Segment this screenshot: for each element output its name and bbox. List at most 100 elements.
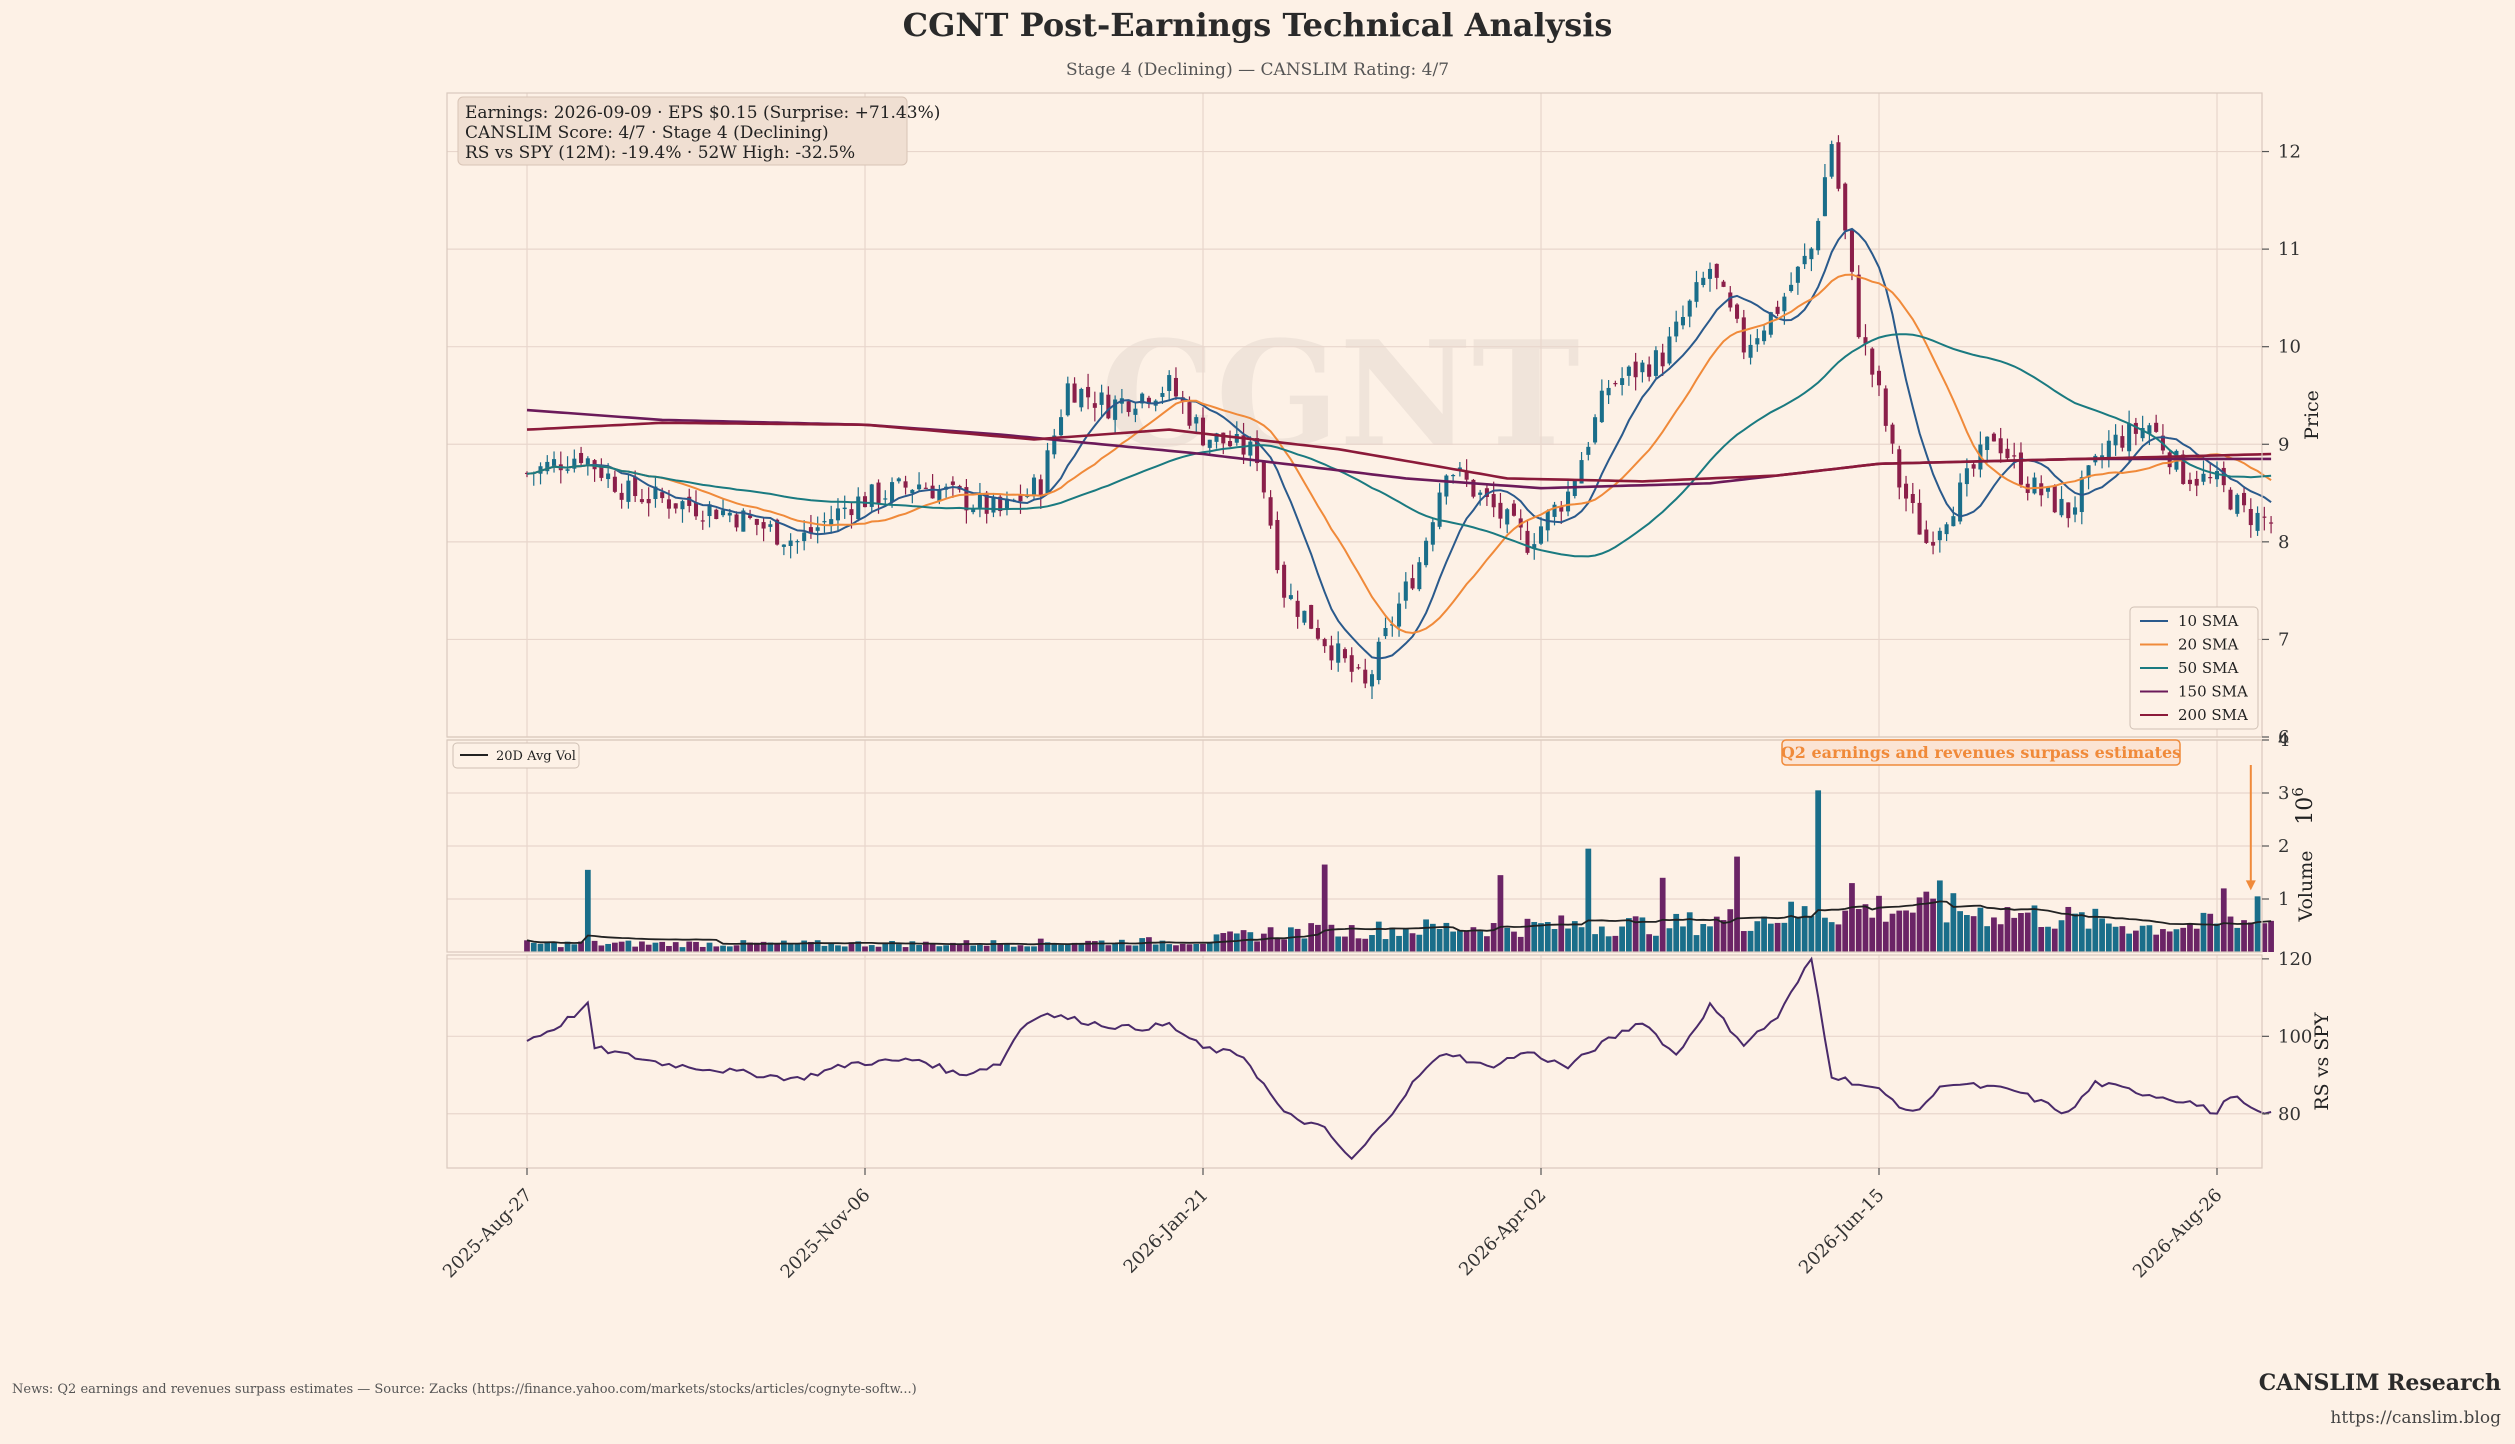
volume-bar bbox=[1828, 922, 1835, 952]
volume-bar bbox=[2126, 933, 2132, 952]
volume-bar bbox=[625, 940, 632, 952]
candle bbox=[815, 516, 820, 544]
volume-bar bbox=[922, 941, 929, 952]
candle bbox=[1653, 346, 1658, 379]
volume-bar bbox=[1801, 906, 1808, 952]
candle bbox=[1870, 347, 1875, 388]
candle bbox=[2052, 484, 2057, 514]
volume-bar bbox=[1078, 943, 1085, 952]
volume-bar bbox=[1031, 946, 1037, 952]
volume-bar bbox=[1842, 910, 1849, 952]
candle bbox=[1167, 370, 1172, 402]
volume-bar bbox=[591, 940, 598, 952]
candle bbox=[1349, 647, 1354, 683]
candle bbox=[1789, 272, 1794, 293]
volume-bar bbox=[882, 942, 889, 952]
volume-bar bbox=[1774, 922, 1781, 952]
volume-bar bbox=[909, 941, 916, 952]
watermark: CGNT bbox=[1100, 310, 1580, 480]
volume-bar bbox=[1193, 943, 1200, 952]
volume-bar bbox=[1544, 922, 1551, 952]
candle bbox=[1660, 343, 1665, 376]
volume-bar bbox=[1348, 925, 1355, 952]
volume-bar bbox=[889, 940, 895, 952]
volume-bar bbox=[1997, 924, 2004, 952]
volume-bar bbox=[1429, 923, 1436, 952]
candle bbox=[619, 483, 624, 509]
volume-bar bbox=[1740, 931, 1747, 952]
volume-bar bbox=[1139, 938, 1146, 952]
candle bbox=[1640, 360, 1645, 383]
volume-bar bbox=[767, 942, 774, 952]
rs-tick-label: 80 bbox=[2278, 1104, 2301, 1125]
candle bbox=[1545, 509, 1550, 542]
candle bbox=[2201, 460, 2206, 486]
chart-subtitle: Stage 4 (Declining) — CANSLIM Rating: 4/… bbox=[1065, 60, 1450, 80]
candle bbox=[2100, 443, 2105, 469]
volume-bar bbox=[706, 942, 713, 952]
candle bbox=[1356, 664, 1361, 670]
volume-bar bbox=[2058, 920, 2065, 952]
volume-bar bbox=[1382, 939, 1389, 952]
candle bbox=[802, 520, 807, 551]
volume-bar bbox=[1085, 940, 1091, 952]
volume-bar bbox=[1727, 909, 1734, 952]
candle bbox=[1863, 324, 1868, 356]
volume-bar bbox=[2234, 927, 2241, 952]
chart-title: CGNT Post-Earnings Technical Analysis bbox=[902, 6, 1613, 44]
volume-bar bbox=[1876, 895, 1882, 952]
candle bbox=[1951, 506, 1956, 527]
candle bbox=[700, 510, 705, 530]
candle bbox=[1917, 489, 1922, 535]
candle bbox=[1593, 414, 1598, 445]
candle bbox=[2039, 475, 2044, 507]
volume-bar bbox=[1977, 907, 1984, 952]
candle bbox=[1775, 300, 1780, 317]
volume-bar bbox=[997, 943, 1004, 952]
volume-bar bbox=[1362, 938, 1369, 952]
candle bbox=[1701, 271, 1706, 288]
candle bbox=[1268, 490, 1273, 529]
volume-bar bbox=[821, 945, 828, 952]
volume-bar bbox=[1389, 927, 1396, 952]
volume-bar bbox=[1585, 848, 1592, 952]
candle bbox=[680, 499, 685, 523]
volume-bar bbox=[1497, 875, 1504, 952]
volume-bar bbox=[1213, 934, 1220, 952]
brand-url[interactable]: https://canslim.blog bbox=[2330, 1408, 2501, 1428]
candle bbox=[1768, 311, 1773, 338]
volume-bar bbox=[1673, 913, 1680, 952]
volume-bar bbox=[551, 941, 557, 952]
volume-bar bbox=[524, 940, 530, 952]
volume-bar bbox=[1119, 939, 1125, 952]
candle bbox=[896, 477, 901, 484]
volume-bar bbox=[693, 941, 699, 952]
candle bbox=[1329, 635, 1334, 670]
candle bbox=[1511, 499, 1516, 517]
candle bbox=[1559, 501, 1564, 524]
volume-bar bbox=[740, 940, 747, 952]
candle bbox=[1342, 647, 1347, 663]
volume-bar bbox=[605, 943, 611, 952]
volume-bar bbox=[1761, 916, 1767, 952]
candle bbox=[1714, 263, 1719, 290]
candle bbox=[910, 489, 915, 504]
sma-line-200 bbox=[526, 421, 2272, 483]
volume-bar bbox=[1490, 923, 1497, 952]
candle bbox=[2032, 472, 2037, 495]
candle bbox=[2005, 438, 2010, 462]
footer-news: News: Q2 earnings and revenues surpass e… bbox=[12, 1382, 917, 1397]
candle bbox=[1261, 460, 1266, 499]
volume-unit-label: 106 bbox=[2289, 787, 2318, 825]
volume-bar bbox=[2065, 906, 2072, 952]
rs-tick-label: 100 bbox=[2278, 1026, 2312, 1047]
volume-bar bbox=[1233, 933, 1240, 952]
volume-bar bbox=[2160, 929, 2166, 952]
candle bbox=[1795, 265, 1800, 295]
volume-bar bbox=[1896, 910, 1903, 952]
volume-bar bbox=[1882, 921, 1889, 952]
volume-bar bbox=[652, 942, 659, 952]
volume-bar bbox=[1369, 935, 1375, 952]
volume-bar bbox=[1943, 922, 1950, 952]
volume-bar bbox=[808, 941, 814, 952]
